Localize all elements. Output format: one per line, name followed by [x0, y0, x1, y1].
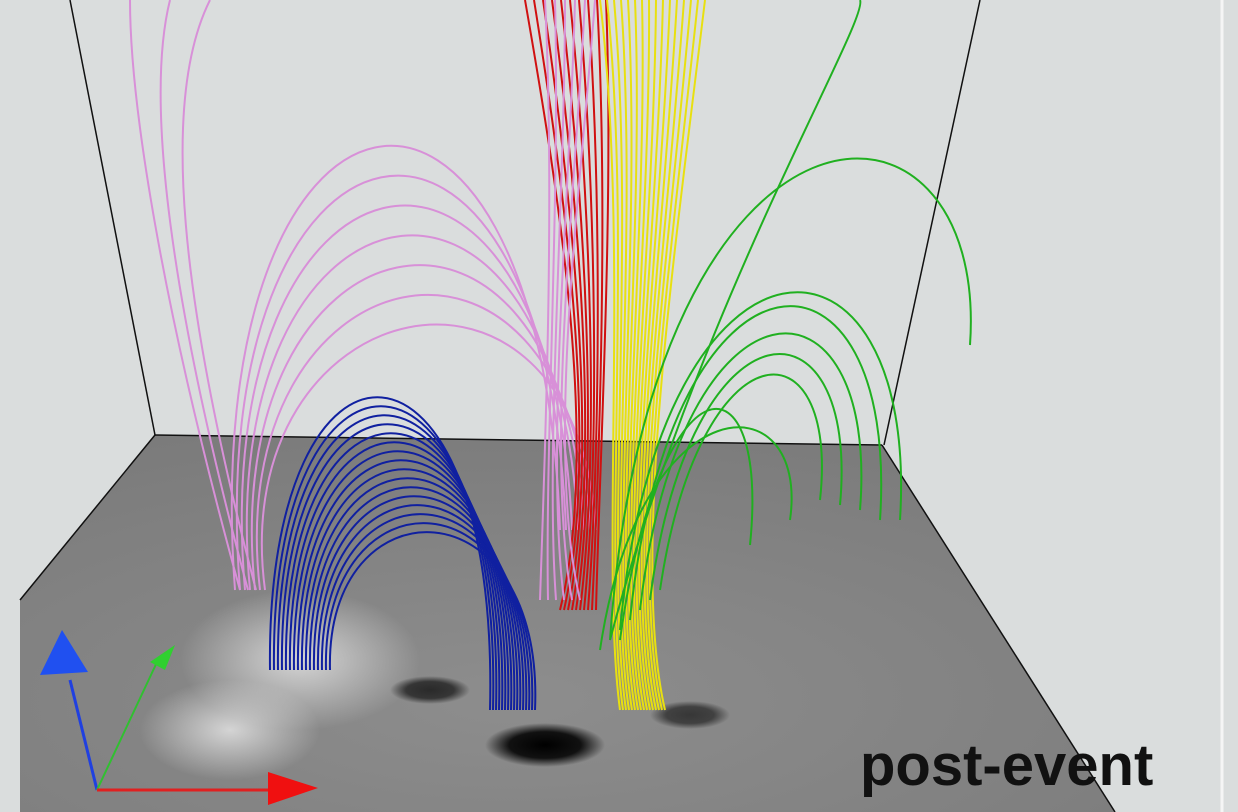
- plage: [140, 680, 320, 780]
- sunspot: [390, 676, 470, 704]
- visualization: post-event: [0, 0, 1238, 812]
- label: post-event: [860, 733, 1153, 798]
- sunspot: [650, 701, 730, 729]
- page: post-event (() => { const data = JSON.pa…: [0, 0, 1238, 812]
- sunspot: [485, 723, 605, 767]
